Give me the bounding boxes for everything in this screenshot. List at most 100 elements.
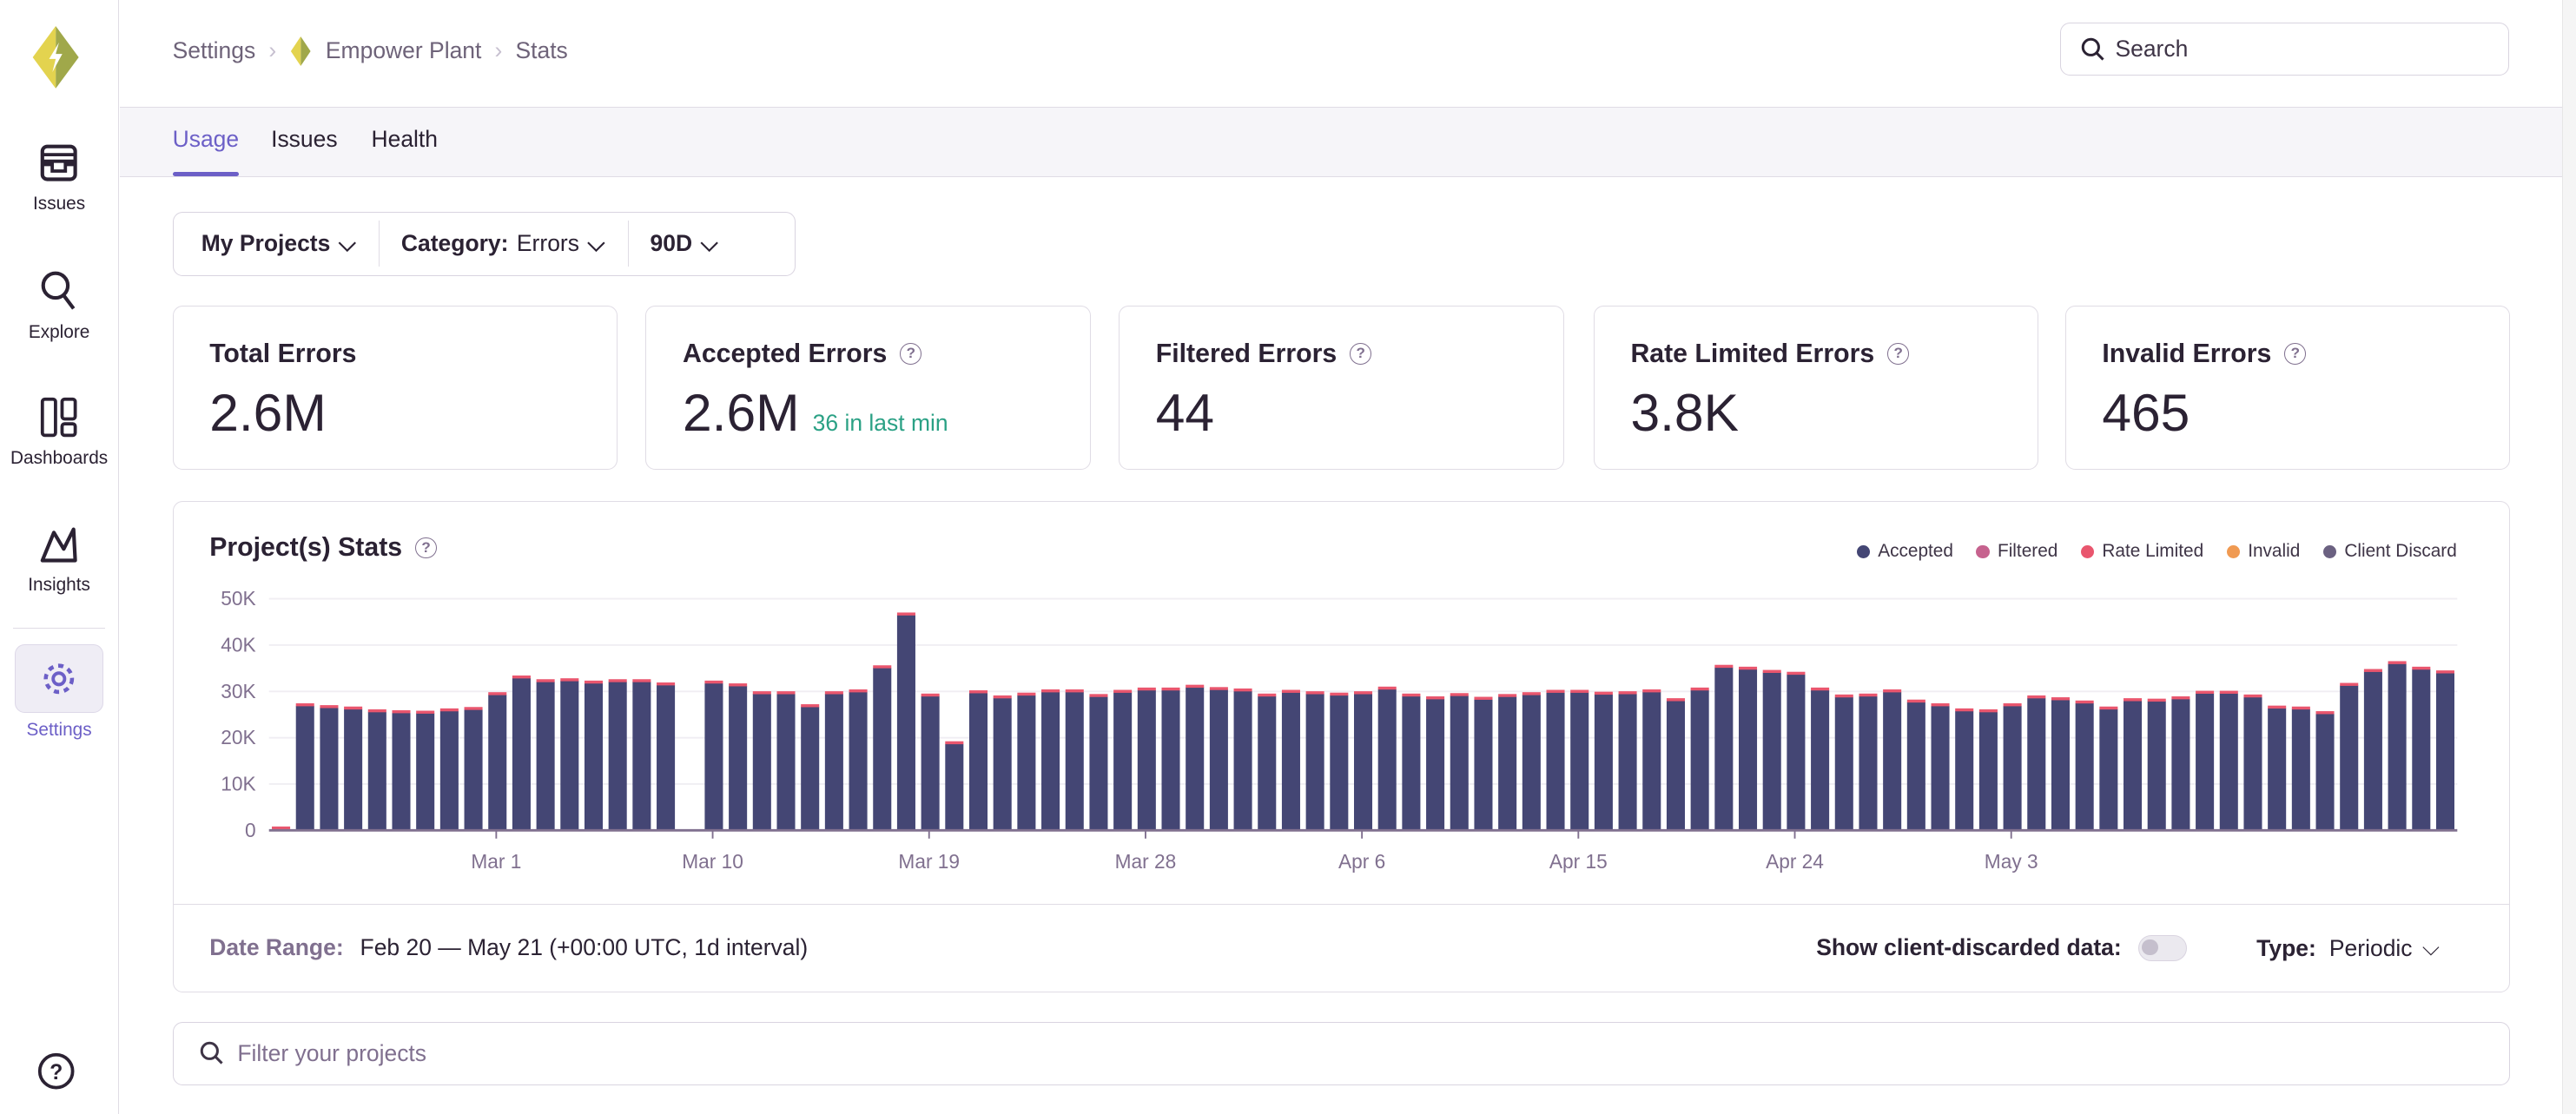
bar-accepted xyxy=(2195,693,2214,831)
bar-accepted xyxy=(1497,696,1516,831)
bar-rate-limited xyxy=(1185,684,1204,688)
bar-accepted xyxy=(2339,685,2358,831)
search-icon xyxy=(200,1042,223,1065)
scrollbar[interactable] xyxy=(2561,0,2576,1114)
bar-accepted xyxy=(1641,691,1661,831)
bar-rate-limited xyxy=(464,707,483,710)
bar-rate-limited xyxy=(656,682,675,686)
bar-rate-limited xyxy=(1113,689,1132,693)
bar-accepted xyxy=(1040,691,1060,831)
legend-accepted[interactable]: Accepted xyxy=(1856,541,1953,562)
breadcrumb-settings[interactable]: Settings xyxy=(172,37,256,64)
bar-accepted xyxy=(2051,699,2070,831)
inbox-icon xyxy=(41,144,78,181)
bar-accepted xyxy=(2098,709,2117,831)
tab-health[interactable]: Health xyxy=(371,125,438,152)
bar-accepted xyxy=(1209,689,1228,831)
bar-accepted xyxy=(1016,695,1036,831)
gear-icon xyxy=(43,663,75,695)
bar-accepted xyxy=(2267,708,2286,831)
x-tick-label: Apr 6 xyxy=(1338,850,1385,873)
bar-rate-limited xyxy=(1305,691,1324,695)
sidebar-item-dashboards[interactable]: Dashboards xyxy=(0,396,118,470)
bar-rate-limited xyxy=(1810,687,1829,691)
client-discard-toggle[interactable] xyxy=(2137,934,2188,962)
bar-rate-limited xyxy=(1281,689,1300,693)
projects-dropdown[interactable]: My Projects ⌵ xyxy=(174,221,380,267)
help-icon[interactable]: ? xyxy=(1350,343,1372,365)
bar-rate-limited xyxy=(584,680,603,684)
chevron-down-icon: ⌵ xyxy=(2421,934,2440,961)
bar-accepted xyxy=(343,709,362,831)
type-dropdown[interactable]: Type: Periodic ⌵ xyxy=(2256,934,2440,961)
bar-accepted xyxy=(536,682,555,831)
bar-accepted xyxy=(2026,697,2045,831)
bar-accepted xyxy=(968,692,987,831)
bar-accepted xyxy=(415,713,434,831)
bar-accepted xyxy=(921,695,940,831)
bar-rate-limited xyxy=(1594,691,1613,695)
org-logo[interactable] xyxy=(28,26,83,89)
y-tick-label: 40K xyxy=(221,633,255,656)
bar-accepted xyxy=(2147,701,2166,831)
period-dropdown[interactable]: 90D ⌵ xyxy=(650,229,718,257)
bar-rate-limited xyxy=(2075,700,2094,704)
sidebar-item-explore[interactable]: Explore xyxy=(0,269,118,343)
legend-filtered[interactable]: Filtered xyxy=(1976,541,2057,562)
bar-rate-limited xyxy=(392,709,411,714)
tab-issues[interactable]: Issues xyxy=(271,125,338,152)
bar-rate-limited xyxy=(800,703,819,708)
bar-rate-limited xyxy=(1666,698,1685,702)
legend-rate-limited[interactable]: Rate Limited xyxy=(2080,541,2203,562)
bar-rate-limited xyxy=(2003,702,2022,707)
sidebar: Issues Explore Dashboards Insights Setti… xyxy=(0,0,120,1114)
sidebar-item-issues[interactable]: Issues xyxy=(0,142,118,215)
bar-rate-limited xyxy=(1040,689,1060,693)
legend-invalid[interactable]: Invalid xyxy=(2226,541,2300,562)
tab-usage[interactable]: Usage xyxy=(172,125,240,178)
project-icon xyxy=(291,36,311,66)
help-icon[interactable]: ? xyxy=(900,343,922,365)
bar-rate-limited xyxy=(367,709,386,713)
x-tick-label: Apr 24 xyxy=(1766,850,1824,873)
y-tick-label: 20K xyxy=(221,726,255,748)
tab-bar: Usage Issues Health xyxy=(120,106,2563,178)
help-icon[interactable]: ? xyxy=(2284,343,2307,365)
bar-accepted xyxy=(367,711,386,831)
legend-client-discard[interactable]: Client Discard xyxy=(2322,541,2457,562)
help-icon[interactable]: ? xyxy=(36,1051,76,1091)
bar-accepted xyxy=(1305,693,1324,831)
project-stats-chart-card: 0 10K 20K 30K 40K 50K Mar 1 Mar 10 Mar 19 Mar 28 A… xyxy=(172,500,2511,992)
bar-rate-limited xyxy=(1377,686,1397,690)
y-tick-label: 50K xyxy=(221,587,255,610)
help-icon[interactable]: ? xyxy=(415,537,437,559)
sidebar-item-settings[interactable]: Settings xyxy=(15,643,104,741)
bar-rate-limited xyxy=(559,678,578,682)
help-icon[interactable]: ? xyxy=(1887,343,1909,365)
bar-rate-limited xyxy=(1353,691,1372,695)
bar-rate-limited xyxy=(776,691,796,695)
bar-accepted xyxy=(993,697,1012,831)
breadcrumb-project[interactable]: Empower Plant xyxy=(325,37,482,64)
bar-rate-limited xyxy=(631,679,651,682)
project-filter-input[interactable]: Filter your projects xyxy=(172,1021,2511,1086)
breadcrumb: Settings › Empower Plant › Stats xyxy=(173,36,568,66)
bar-rate-limited xyxy=(2291,706,2310,710)
bar-accepted xyxy=(1738,669,1757,831)
project-stats-chart: 0 10K 20K 30K 40K 50K Mar 1 Mar 10 Mar 19 Mar 28 A… xyxy=(221,587,2457,873)
search-input[interactable]: Search xyxy=(2060,23,2509,76)
bar-rate-limited xyxy=(1641,689,1661,693)
category-dropdown[interactable]: Category: Errors ⌵ xyxy=(380,221,629,267)
x-tick-label: Mar 28 xyxy=(1114,850,1176,873)
bar-accepted xyxy=(1522,694,1541,831)
bar-rate-limited xyxy=(295,702,314,707)
bar-accepted xyxy=(872,668,891,831)
bar-accepted xyxy=(1978,711,1998,831)
sidebar-item-insights[interactable]: Insights xyxy=(0,523,118,597)
bar-accepted xyxy=(1233,690,1252,831)
bar-rate-limited xyxy=(1425,695,1444,700)
chevron-right-icon: › xyxy=(268,37,277,64)
bar-accepted xyxy=(1714,667,1733,831)
bar-rate-limited xyxy=(1978,709,1998,713)
bar-rate-limited xyxy=(2026,695,2045,699)
